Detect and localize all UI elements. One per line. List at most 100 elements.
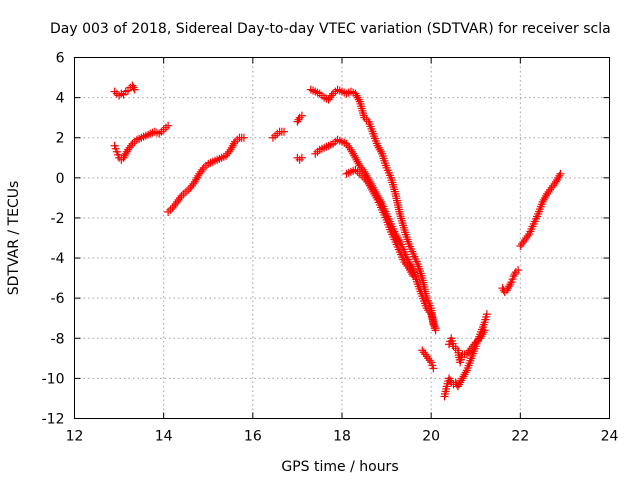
data-point [458,374,467,383]
data-point [544,187,553,196]
data-point [455,380,464,389]
data-point [421,350,430,359]
data-point [429,364,438,373]
data-point [358,165,367,174]
data-point [505,282,514,291]
data-point [343,141,352,150]
data-point [293,117,302,126]
x-tick-label: 18 [333,429,351,445]
grid [74,57,610,419]
data-point [350,151,359,160]
data-point [540,193,549,202]
data-points [110,81,565,401]
data-point [297,111,306,120]
data-point [509,272,518,281]
data-point [352,91,361,100]
data-point [547,183,556,192]
data-point [523,231,532,240]
data-point [506,280,515,289]
data-point [460,370,469,379]
data-point [374,143,383,152]
data-point [555,171,564,180]
data-point [522,234,531,242]
data-point [352,155,361,164]
data-point [408,270,417,279]
data-point [223,149,232,158]
data-point [342,139,351,148]
data-point [297,153,306,162]
data-point [193,173,202,182]
data-point [353,157,362,166]
data-point [446,376,455,385]
data-point [345,143,354,152]
data-point [324,95,333,104]
data-point [425,356,434,365]
data-point [122,147,131,156]
data-point [550,179,559,188]
data-point [549,181,558,190]
data-point [130,85,139,94]
data-point [370,189,379,198]
data-point [346,145,355,154]
data-point [419,348,428,357]
data-point [465,346,474,355]
data-point [404,264,413,273]
x-axis-label: GPS time / hours [281,459,398,475]
data-point [186,183,195,192]
data-point [424,306,433,315]
y-tick-label: -6 [51,291,65,307]
data-point [519,238,528,247]
data-point [369,187,378,196]
data-point [479,328,488,337]
data-point [476,334,485,343]
data-point [422,304,431,313]
x-tick-label: 12 [66,429,84,445]
data-point [422,352,431,361]
data-point [348,147,357,156]
data-point [194,171,203,180]
data-point [190,177,199,186]
x-tick-label: 20 [422,429,440,445]
data-point [457,376,466,385]
x-tick-label: 24 [601,429,619,445]
data-point [418,346,427,355]
data-point [405,266,414,275]
data-point [176,193,185,202]
data-point [468,342,477,351]
data-point [353,93,362,102]
y-tick-label: -2 [51,211,65,227]
data-point [363,177,372,186]
data-point [226,145,235,154]
data-point [227,143,236,152]
data-point [119,153,128,162]
data-point [541,191,550,200]
y-axis-label: SDTVAR / TECUs [6,181,22,296]
data-point [280,127,289,136]
x-tick-label: 16 [244,429,262,445]
data-point [228,141,237,150]
data-point [125,143,134,152]
data-point [393,234,402,242]
data-point [327,91,336,100]
data-point [510,270,519,279]
data-point [365,181,374,190]
data-point [373,141,382,150]
data-point [351,89,360,98]
data-point [354,159,363,168]
data-point [229,139,238,148]
data-point [120,151,129,160]
data-point [470,340,479,349]
data-point [407,268,416,277]
data-point [124,145,132,154]
data-point [372,193,381,202]
data-point [189,179,198,188]
data-point [467,344,476,353]
data-point [482,310,491,319]
data-point [462,350,471,359]
data-point [546,185,555,194]
data-point [539,195,548,204]
data-point [554,173,563,182]
data-point [187,181,196,190]
